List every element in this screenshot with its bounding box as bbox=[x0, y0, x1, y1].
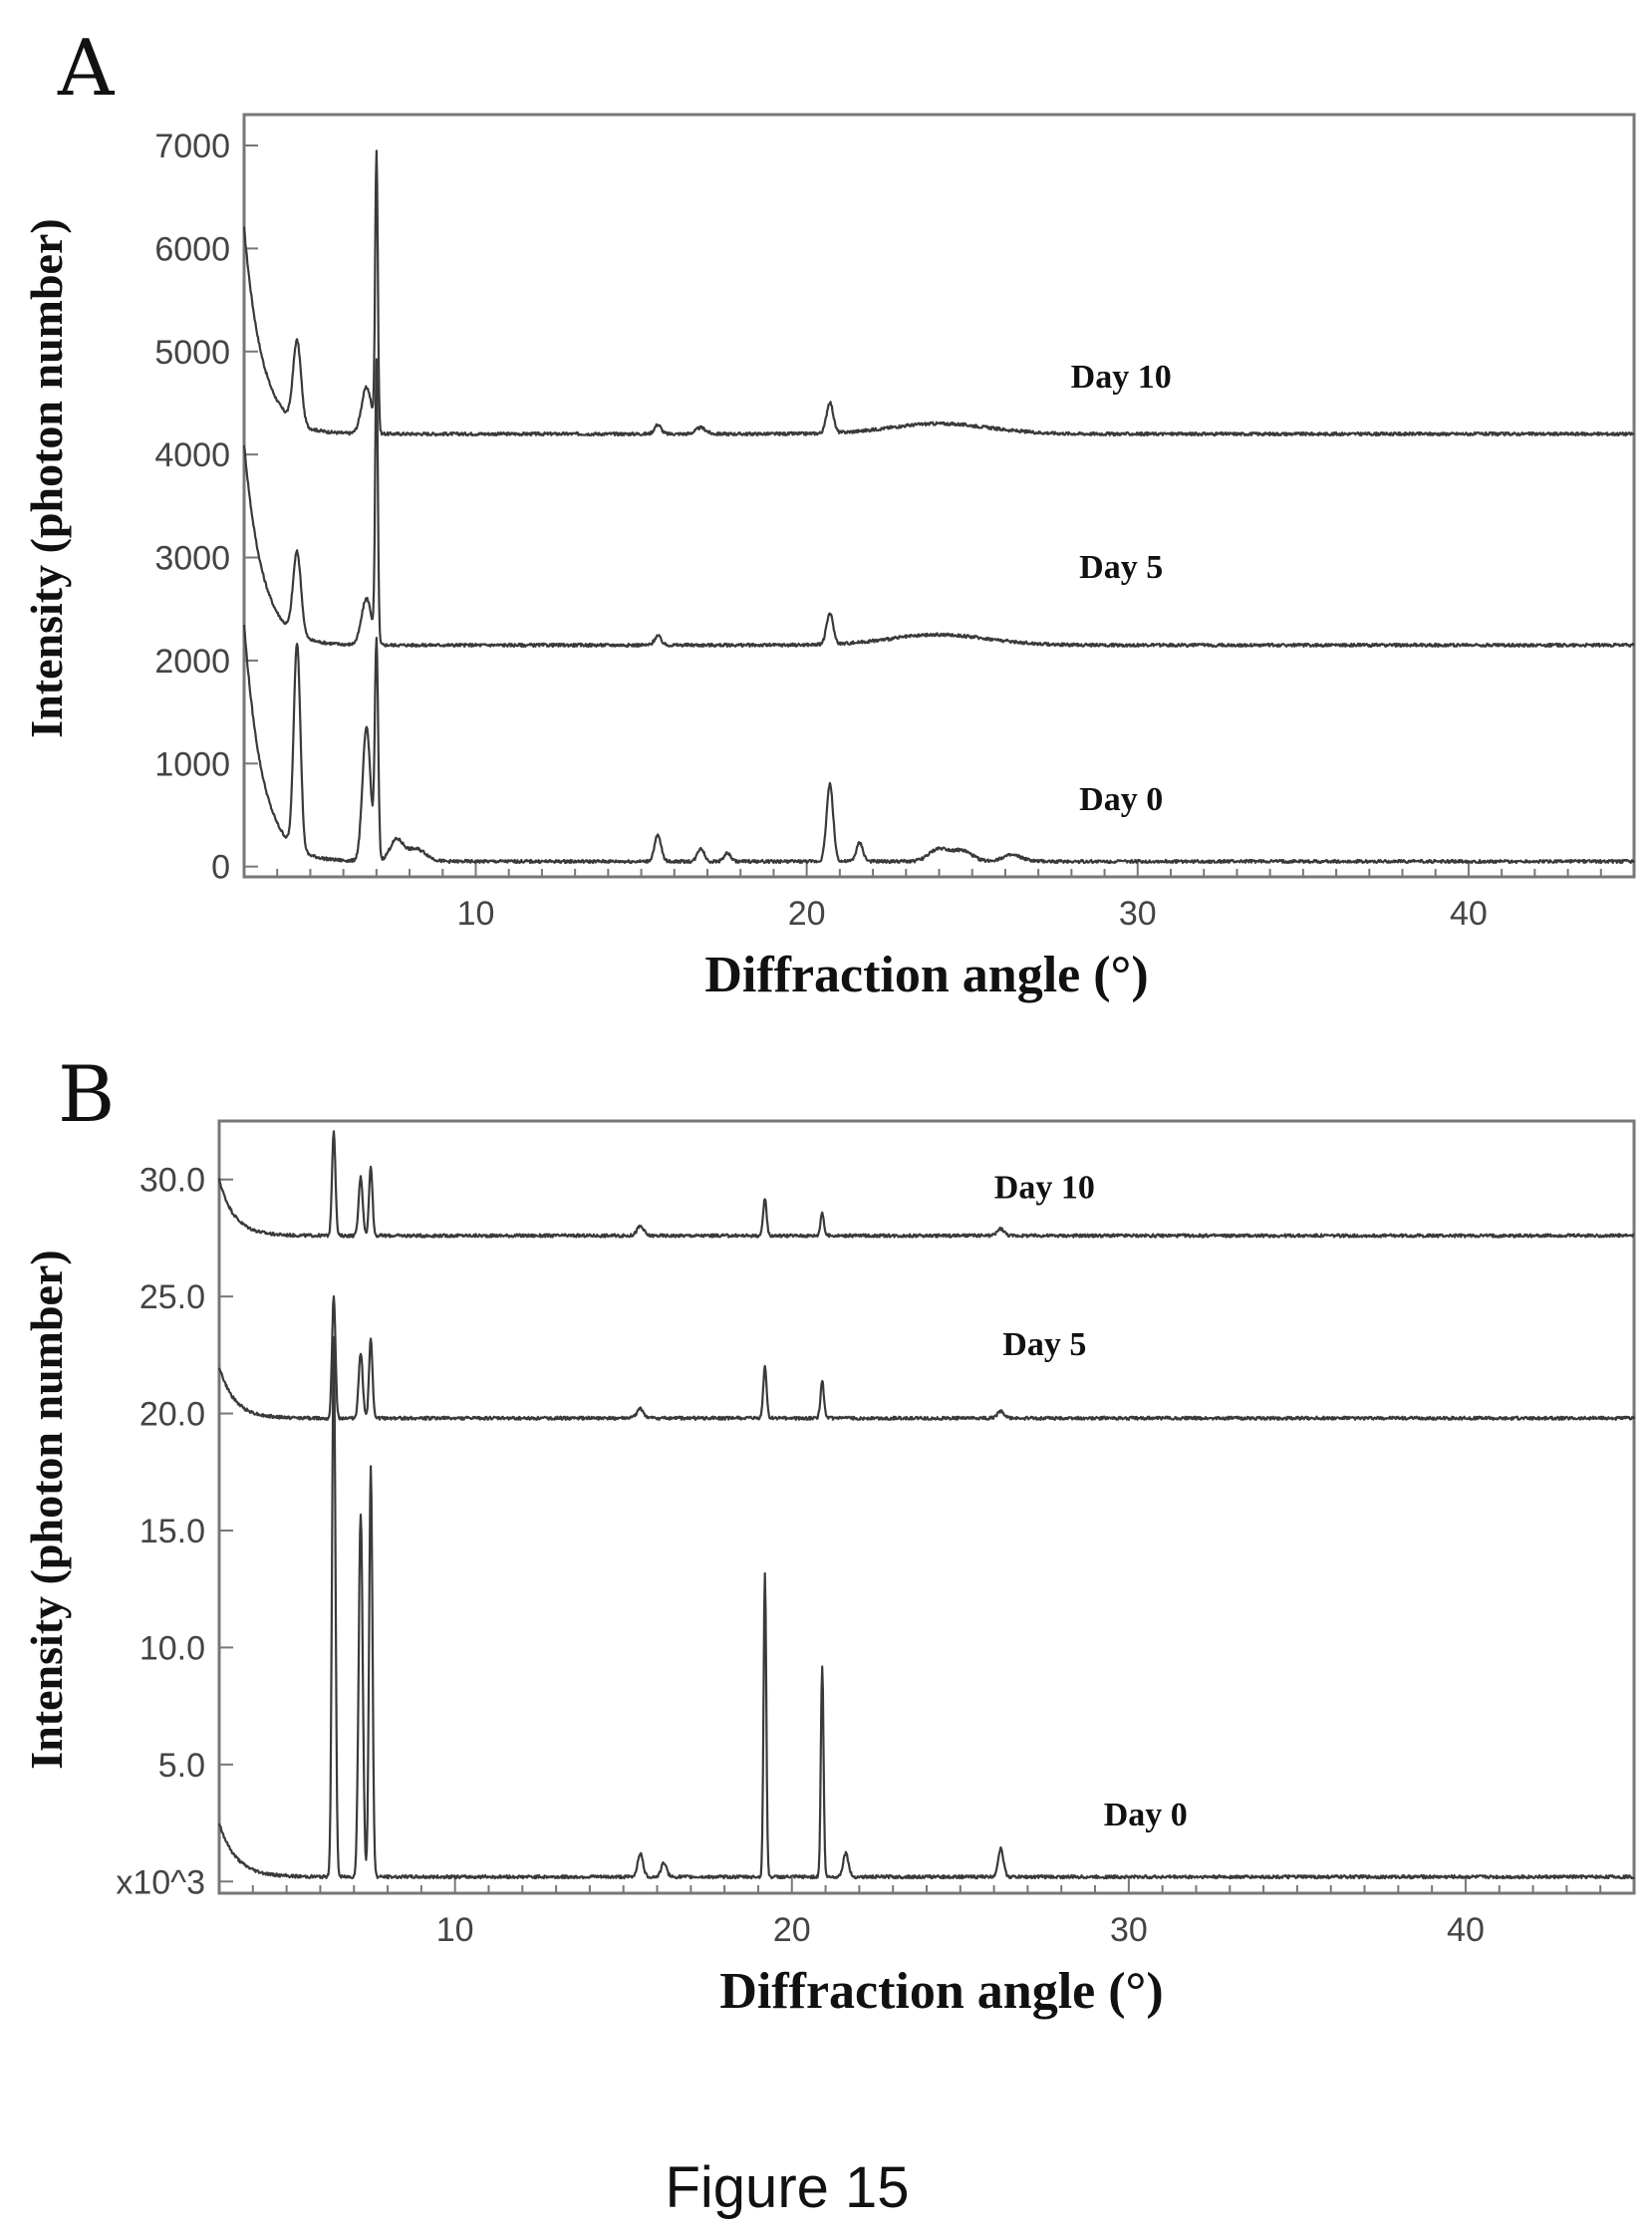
panel-a-series-labels: Day 10 Day 5 Day 0 bbox=[1071, 359, 1172, 818]
panel-b-axes: 10 20 30 40 x10^3 5.0 10.0 15.0 20.0 25.0 30.0 bbox=[116, 1162, 1635, 1949]
panel-b-y-tick-label: 10.0 bbox=[139, 1629, 205, 1667]
panel-b-series-label-day-10: Day 10 bbox=[994, 1170, 1095, 1207]
panel-b-series-line-day-0 bbox=[217, 1335, 1635, 1880]
panel-a-series-label-day-5: Day 5 bbox=[1079, 549, 1163, 586]
panel-b-y-axis-title: Intensity (photon number) bbox=[21, 1250, 72, 1769]
panel-a: A 10 20 30 4001000200030004000500060007000 … bbox=[21, 24, 1636, 1003]
panel-a-series-line-day-10 bbox=[242, 149, 1635, 437]
panel-b-y-tick-label: 20.0 bbox=[139, 1396, 205, 1434]
panel-a-series-label-day-0: Day 0 bbox=[1079, 781, 1163, 818]
panel-b-x-axis-title: Diffraction angle (°) bbox=[719, 1963, 1163, 2020]
panel-b-letter: B bbox=[58, 1050, 115, 1140]
panel-b-y-tick-label: x10^3 bbox=[116, 1863, 205, 1901]
panel-b-series-lines bbox=[217, 1130, 1636, 1880]
panel-a-y-tick-label: 5000 bbox=[154, 334, 230, 372]
panel-b-x-tick-label: 30 bbox=[1110, 1911, 1148, 1949]
panel-b-x-tick-label: 40 bbox=[1447, 1911, 1485, 1949]
panel-a-series-line-day-5 bbox=[242, 358, 1635, 649]
panel-a-axes: 10 20 30 40 0 1000 2000 3000 4000 5000 6000 7000 bbox=[154, 128, 1635, 933]
panel-a-y-tick-label: 3000 bbox=[154, 540, 230, 578]
panel-a-x-axis-title: Diffraction angle (°) bbox=[704, 947, 1148, 1003]
panel-a-series-label-day-10: Day 10 bbox=[1071, 359, 1172, 396]
panel-b-x-tick-label: 10 bbox=[436, 1911, 474, 1949]
panel-a-x-tick-label: 40 bbox=[1450, 895, 1488, 933]
panel-a-series-lines bbox=[242, 149, 1635, 865]
panel-b-y-tick-label: 30.0 bbox=[139, 1162, 205, 1200]
panel-b-series-line-day-10 bbox=[217, 1130, 1635, 1239]
panel-a-y-tick-label: 1000 bbox=[154, 745, 230, 783]
panel-b-y-tick-label: 25.0 bbox=[139, 1278, 205, 1316]
panel-a-plot-frame bbox=[242, 113, 1636, 879]
panel-a-y-tick-label: 6000 bbox=[154, 230, 230, 268]
panel-b-y-tick-label: 15.0 bbox=[139, 1513, 205, 1550]
panel-b-series-label-day-5: Day 5 bbox=[1002, 1326, 1086, 1363]
panel-b-series-line-day-5 bbox=[217, 1294, 1636, 1421]
panel-b-y-tick-label: 5.0 bbox=[158, 1747, 205, 1785]
panel-a-y-tick-label: 2000 bbox=[154, 643, 230, 681]
panel-a-letter: A bbox=[57, 24, 116, 114]
panel-a-x-tick-label: 10 bbox=[457, 895, 495, 933]
panel-a-y-tick-label: 0 bbox=[211, 849, 230, 887]
panel-b-series-labels: Day 10 Day 5 Day 0 bbox=[994, 1170, 1188, 1833]
panel-a-y-axis-title: Intensity (photon number) bbox=[21, 218, 72, 737]
figure-caption: Figure 15 bbox=[665, 2155, 909, 2220]
panel-b-x-tick-label: 20 bbox=[773, 1911, 811, 1949]
panel-a-x-tick-label: 30 bbox=[1119, 895, 1157, 933]
panel-b-series-label-day-0: Day 0 bbox=[1104, 1797, 1188, 1833]
panel-a-x-tick-label: 20 bbox=[788, 895, 826, 933]
panel-b: B 10 20 30 40 x10^3 5.0 10.0 15.0 20.0 25.0 30.0 D… bbox=[21, 1050, 1636, 2020]
panel-a-series-line-day-0 bbox=[242, 624, 1635, 865]
panel-a-y-tick-label: 7000 bbox=[154, 128, 230, 165]
panel-a-y-tick-label: 4000 bbox=[154, 436, 230, 474]
